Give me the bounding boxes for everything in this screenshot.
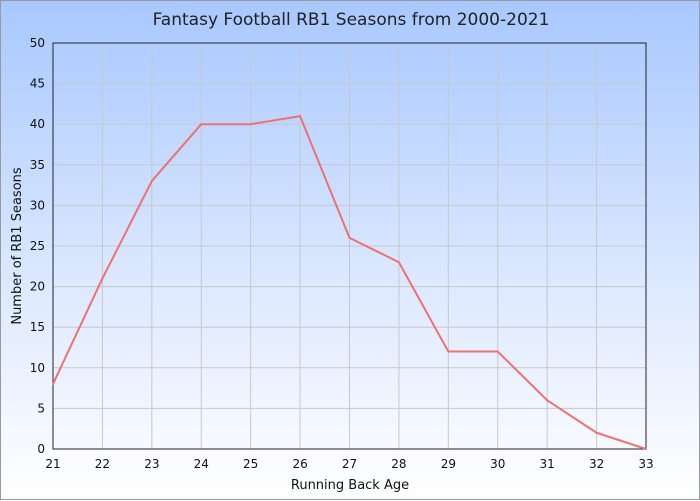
data-point xyxy=(397,261,400,264)
data-point xyxy=(645,448,647,450)
y-tick-label: 5 xyxy=(37,401,45,415)
x-tick-label: 33 xyxy=(638,457,653,471)
data-point xyxy=(249,123,252,126)
data-point xyxy=(101,277,104,280)
x-tick-label: 29 xyxy=(441,457,456,471)
y-tick-label: 15 xyxy=(30,320,45,334)
data-point xyxy=(595,431,598,434)
data-point xyxy=(150,180,153,183)
grid-lines xyxy=(52,42,647,450)
y-axis-title: Number of RB1 Seasons xyxy=(10,167,25,325)
data-point xyxy=(546,399,549,402)
y-tick-label: 30 xyxy=(30,198,45,212)
y-tick-label: 0 xyxy=(37,442,45,456)
data-point xyxy=(447,350,450,353)
y-tick-label: 25 xyxy=(30,239,45,253)
y-tick-label: 45 xyxy=(30,77,45,91)
x-tick-label: 23 xyxy=(144,457,159,471)
data-point xyxy=(200,123,203,126)
x-tick-label: 21 xyxy=(45,457,60,471)
y-tick-label: 50 xyxy=(30,36,45,50)
x-tick-label: 31 xyxy=(540,457,555,471)
plot-area-border xyxy=(52,42,647,450)
x-tick-label: 24 xyxy=(194,457,209,471)
x-tick-label: 27 xyxy=(342,457,357,471)
data-point xyxy=(52,383,54,386)
series-layer xyxy=(52,115,647,450)
y-tick-label: 35 xyxy=(30,158,45,172)
y-tick-label: 20 xyxy=(30,280,45,294)
x-tick-label: 26 xyxy=(292,457,307,471)
y-tick-label: 10 xyxy=(30,361,45,375)
x-tick-label: 22 xyxy=(95,457,110,471)
x-tick-label: 30 xyxy=(490,457,505,471)
y-tick-label: 40 xyxy=(30,117,45,131)
axis-ticks: 21 22 23 24 25 26 27 28 29 30 31 32 33 0 5 10 15 20 25 30 35… xyxy=(30,36,654,471)
data-point xyxy=(496,350,499,353)
x-tick-label: 28 xyxy=(391,457,406,471)
data-point xyxy=(299,115,302,118)
chart-title: Fantasy Football RB1 Seasons from 2000-2… xyxy=(153,10,550,30)
x-tick-label: 25 xyxy=(243,457,258,471)
data-point xyxy=(348,236,351,239)
x-tick-label: 32 xyxy=(589,457,604,471)
x-axis-title: Running Back Age xyxy=(291,478,409,493)
